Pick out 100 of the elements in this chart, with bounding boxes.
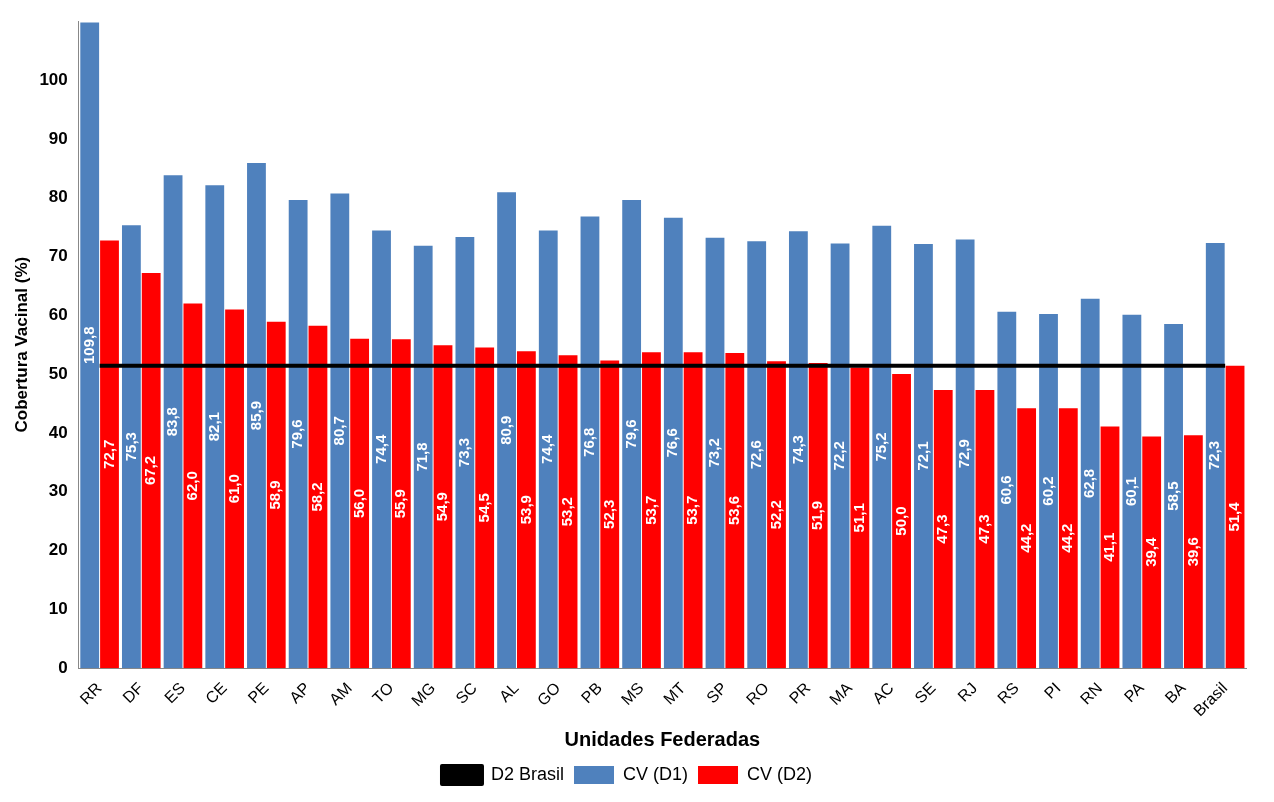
data-label: 71,8	[413, 442, 431, 472]
data-label: 53,7	[641, 495, 659, 525]
data-label: 44,2	[1058, 523, 1076, 553]
data-label: 72,2	[830, 441, 848, 471]
bar	[558, 355, 578, 669]
data-label: 72,3	[1205, 440, 1223, 471]
bar	[600, 360, 620, 669]
data-label: 47,3	[975, 514, 993, 544]
x-tick-label: MA	[826, 678, 856, 709]
y-axis-title: Cobertura Vacinal (%)	[11, 256, 31, 433]
bar	[975, 389, 995, 669]
bar	[372, 230, 391, 669]
data-label: 55,9	[391, 489, 409, 519]
y-tick-label: 90	[48, 128, 68, 148]
bar	[808, 362, 828, 669]
bar	[183, 303, 203, 669]
data-label: 73,2	[705, 438, 723, 468]
data-label: 83,8	[163, 407, 181, 437]
x-tick-label: PI	[1040, 679, 1064, 702]
x-tick-label: BA	[1161, 678, 1189, 707]
bar	[538, 230, 558, 669]
data-label: 60,6	[996, 475, 1014, 505]
y-tick-label: 60	[48, 304, 68, 324]
data-label: 53,7	[683, 495, 701, 525]
x-tick-label: DF	[119, 678, 147, 707]
bar	[1164, 324, 1183, 669]
x-tick-label: AL	[495, 679, 522, 705]
x-tick-label: MG	[408, 679, 439, 710]
x-tick-label: PB	[577, 679, 606, 707]
bar	[1225, 365, 1245, 669]
data-label: 74,4	[538, 434, 556, 464]
data-label: 80,9	[496, 415, 514, 445]
y-tick-label: 50	[48, 363, 68, 383]
y-tick-label: 70	[48, 246, 68, 266]
bar	[1100, 426, 1120, 669]
x-tick-label: PR	[785, 679, 814, 707]
data-label: 60,1	[1122, 476, 1140, 506]
legend-label: D2 Brasil	[490, 763, 565, 784]
data-label: 52,3	[599, 499, 617, 529]
data-label: 74,4	[371, 434, 389, 464]
bar	[391, 339, 411, 669]
bar	[1122, 314, 1142, 669]
data-label: 76,8	[580, 427, 598, 457]
data-label: 53,9	[516, 495, 534, 525]
y-tick-label: 0	[58, 657, 68, 677]
x-tick-label: PA	[1120, 678, 1148, 706]
bar	[788, 231, 808, 669]
data-label: 58,5	[1163, 481, 1181, 511]
data-label: 74,3	[788, 435, 806, 465]
bar	[725, 352, 745, 669]
y-tick-label: 20	[48, 540, 68, 560]
bar	[997, 311, 1017, 669]
bar	[683, 352, 703, 669]
data-label: 72,1	[913, 441, 931, 471]
data-label: 47,3	[933, 514, 951, 544]
y-tick-label: 80	[48, 187, 68, 207]
bar	[308, 325, 328, 669]
bar	[433, 345, 453, 669]
bar	[266, 321, 286, 669]
bar	[100, 240, 119, 669]
data-label: 58,9	[266, 480, 284, 510]
bar	[747, 241, 767, 669]
bar	[705, 237, 725, 669]
bar	[247, 162, 266, 669]
x-axis-title: Unidades Federadas	[564, 727, 761, 750]
data-label: 85,9	[246, 400, 264, 431]
data-label: 75,3	[121, 432, 139, 462]
bar	[955, 239, 975, 669]
bar	[141, 272, 161, 669]
data-label: 53,2	[558, 497, 576, 527]
x-tick-label: AP	[286, 679, 314, 707]
y-tick-label: 100	[39, 69, 68, 89]
bar	[1039, 314, 1058, 669]
data-label: 54,9	[433, 492, 451, 522]
data-label: 72,9	[955, 439, 973, 469]
data-label: 75,2	[871, 432, 889, 462]
bar	[1142, 436, 1162, 669]
data-label: 62,8	[1080, 468, 1098, 499]
data-label: 79,6	[621, 419, 639, 449]
x-tick-label: CE	[202, 679, 230, 707]
bar	[350, 338, 370, 669]
bar	[1058, 408, 1078, 669]
bar	[830, 243, 850, 669]
data-label: 52,2	[766, 500, 784, 530]
bar	[288, 199, 308, 669]
data-label: 54,5	[474, 493, 492, 523]
bar	[1080, 298, 1100, 669]
data-label: 61,0	[224, 474, 242, 504]
data-label: 79,6	[288, 419, 306, 449]
bar	[225, 309, 244, 669]
legend-label: CV (D1)	[623, 763, 689, 784]
bar	[914, 244, 933, 669]
x-tick-label: MS	[617, 679, 647, 709]
data-label: 73,3	[455, 437, 473, 468]
bar	[330, 193, 350, 669]
data-label: 72,6	[746, 440, 764, 470]
y-tick-label: 30	[48, 481, 68, 501]
bar	[622, 199, 642, 669]
bar	[163, 175, 183, 669]
x-tick-label: PE	[244, 679, 272, 707]
